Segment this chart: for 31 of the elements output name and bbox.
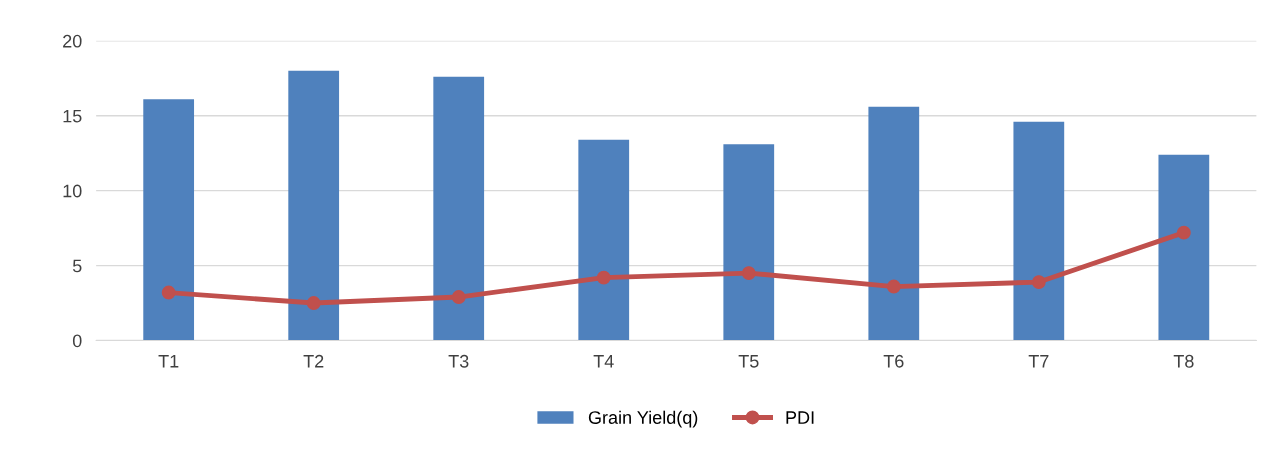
point — [306, 296, 321, 310]
point — [451, 290, 466, 304]
bar — [723, 144, 775, 341]
bar — [433, 76, 485, 341]
point — [1031, 275, 1046, 290]
point — [161, 285, 176, 300]
bar — [1158, 154, 1210, 341]
legend-label: PDI — [786, 411, 814, 424]
x-tick-label: T8 — [1173, 354, 1194, 368]
y-tick-label: 20 — [63, 34, 82, 48]
bar — [143, 99, 195, 341]
y-tick-label: 0 — [72, 334, 82, 348]
x-tick-label: T2 — [303, 354, 324, 368]
bar — [1013, 121, 1065, 341]
point — [596, 270, 611, 285]
point — [886, 279, 901, 294]
x-tick-label: T6 — [883, 354, 904, 368]
y-tick-label: 5 — [72, 259, 82, 273]
bar — [578, 139, 630, 341]
x-tick-label: T3 — [448, 354, 469, 368]
legend-label: Grain Yield(q) — [588, 410, 698, 428]
x-tick-label: T7 — [1028, 355, 1049, 368]
bar — [288, 70, 340, 341]
x-tick-label: T4 — [593, 355, 614, 368]
y-tick-label: 10 — [63, 184, 82, 198]
y-tick-label: 15 — [63, 109, 82, 123]
x-tick-label: T5 — [738, 355, 759, 368]
point — [1176, 225, 1191, 240]
point — [741, 266, 756, 281]
x-tick-label: T1 — [158, 355, 179, 368]
bar — [868, 106, 920, 341]
